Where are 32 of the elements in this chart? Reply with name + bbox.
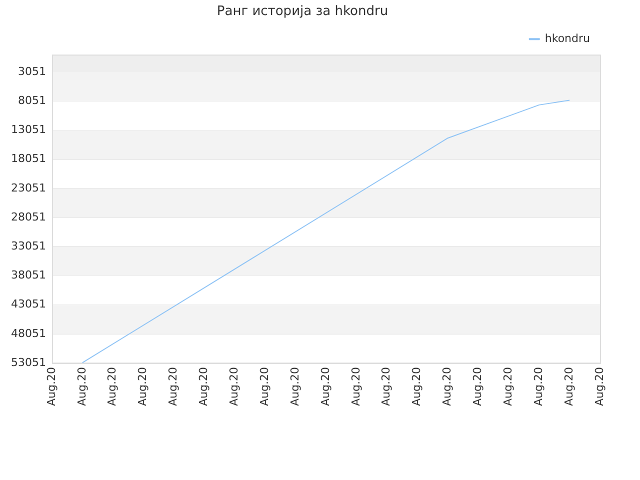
x-tick-label: Aug.20 <box>502 367 515 406</box>
x-tick-label: Aug.20 <box>166 367 180 406</box>
x-tick-label: Aug.20 <box>258 367 271 406</box>
y-tick-label: 53051 <box>10 356 46 369</box>
y-tick-label: 48051 <box>10 326 46 340</box>
y-tick-label: 43051 <box>10 298 46 311</box>
x-tick-label: Aug.20 <box>440 367 454 406</box>
x-tick-label: Aug.20 <box>106 367 119 406</box>
x-tick-label: Aug.20 <box>532 367 545 406</box>
y-tick-label: 3051 <box>18 64 46 78</box>
y-tick-label: 13051 <box>10 123 46 136</box>
y-tick-label: 18051 <box>10 152 46 166</box>
x-tick-label: Aug.20 <box>380 367 393 406</box>
y-tick-label: 33051 <box>10 240 46 252</box>
x-tick-label: Aug.20 <box>288 367 302 406</box>
x-tick-label: Aug.20 <box>471 367 484 406</box>
y-tick-label: 8051 <box>18 94 46 108</box>
y-tick-label: 28051 <box>10 210 46 224</box>
y-tick-label: 38051 <box>10 268 46 282</box>
x-tick-label: Aug.20 <box>318 367 332 406</box>
x-tick-label: Aug.20 <box>228 367 241 406</box>
x-tick-label: Aug.20 <box>197 367 210 406</box>
legend-label: hkondru <box>544 32 590 45</box>
x-tick-label: Aug.20 <box>349 367 362 406</box>
x-tick-label: Aug.20 <box>75 367 88 406</box>
y-tick-label: 23051 <box>10 181 46 194</box>
chart-title: Ранг историја за hkondru <box>216 4 388 20</box>
x-tick-label: Aug.20 <box>44 367 58 406</box>
x-tick-label: Aug.20 <box>592 367 606 406</box>
x-tick-label: Aug.20 <box>562 367 576 406</box>
x-tick-label: Aug.20 <box>410 367 424 406</box>
x-tick-label: Aug.20 <box>136 367 150 406</box>
